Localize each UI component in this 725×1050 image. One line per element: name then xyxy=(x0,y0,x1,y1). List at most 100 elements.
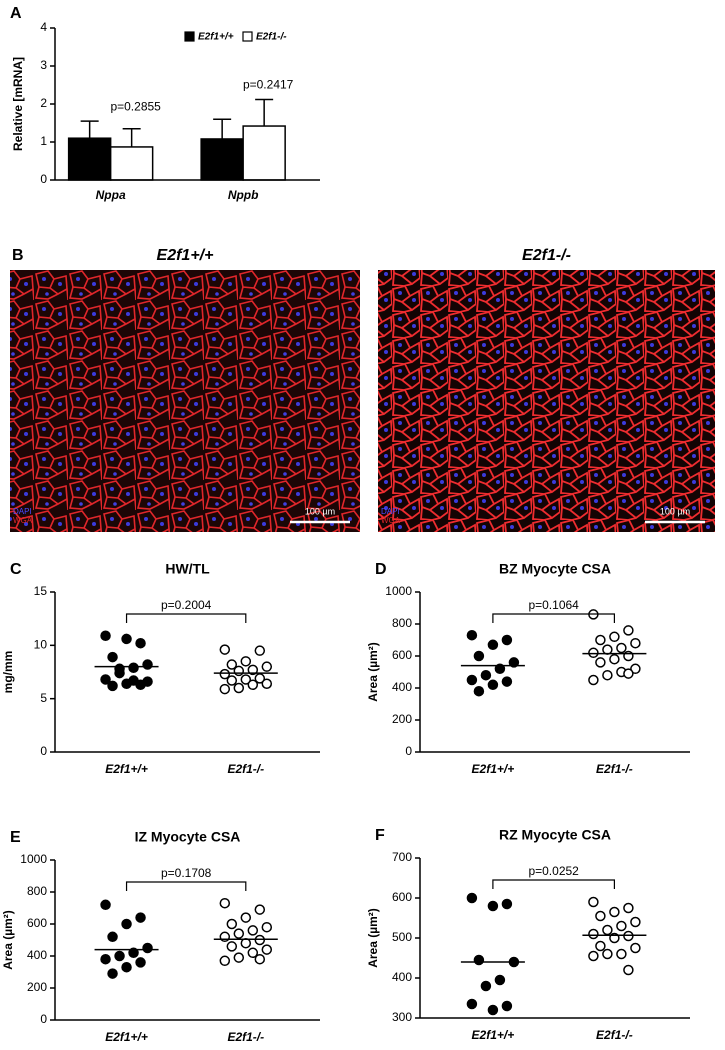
annotation: p=0.1064 xyxy=(528,598,579,612)
data-point xyxy=(128,947,139,959)
y-tick-label: 0 xyxy=(40,744,47,758)
y-tick-label: 200 xyxy=(27,980,47,994)
data-point xyxy=(501,676,513,687)
data-point xyxy=(233,928,245,939)
y-tick-label: 500 xyxy=(392,930,412,944)
image-label: E2f1-/- xyxy=(522,247,571,264)
micrograph xyxy=(10,270,360,532)
data-point xyxy=(466,892,478,904)
data-point xyxy=(219,955,231,967)
data-point xyxy=(480,980,492,992)
y-axis-label: mg/mm xyxy=(1,651,15,694)
x-tick-label: E2f1+/+ xyxy=(105,762,148,776)
annotation: p=0.2855 xyxy=(110,99,161,113)
x-tick-label: Nppb xyxy=(228,188,259,202)
data-point xyxy=(473,685,485,697)
data-point xyxy=(602,644,613,655)
data-point xyxy=(508,657,520,668)
data-point xyxy=(494,974,506,986)
y-tick-label: 0 xyxy=(405,744,412,758)
y-tick-label: 600 xyxy=(392,648,412,662)
y-tick-label: 800 xyxy=(27,884,47,898)
data-point xyxy=(226,659,238,670)
data-point xyxy=(247,947,259,959)
data-point xyxy=(254,645,266,656)
data-point xyxy=(602,948,613,960)
y-tick-label: 5 xyxy=(40,691,47,705)
data-point xyxy=(616,920,627,932)
data-point xyxy=(473,650,485,662)
data-point xyxy=(487,639,499,651)
data-point xyxy=(114,950,125,962)
data-point xyxy=(630,637,641,649)
data-point xyxy=(226,941,238,952)
bar xyxy=(109,146,154,181)
data-point xyxy=(623,964,634,976)
data-point xyxy=(226,675,238,686)
bar xyxy=(67,137,112,181)
significance-bracket xyxy=(492,879,615,889)
data-point xyxy=(254,673,266,684)
data-point xyxy=(247,925,259,936)
y-tick-label: 3 xyxy=(40,58,47,72)
data-point xyxy=(219,897,231,909)
scale-bar-label: 100 µm xyxy=(305,506,335,516)
legend-swatch xyxy=(184,31,195,42)
data-point xyxy=(588,950,599,962)
data-point xyxy=(466,998,478,1010)
annotation: p=0.2417 xyxy=(243,78,294,92)
y-tick-label: 1000 xyxy=(20,852,47,866)
y-axis-label: Area (µm²) xyxy=(366,908,380,968)
y-tick-label: 300 xyxy=(392,1010,412,1024)
y-axis-label: Area (µm²) xyxy=(366,642,380,702)
data-point xyxy=(114,663,125,675)
y-tick-label: 1 xyxy=(40,134,47,148)
data-point xyxy=(501,1000,513,1012)
data-point xyxy=(261,921,273,933)
data-point xyxy=(247,679,259,691)
x-tick-label: Nppa xyxy=(96,188,126,202)
data-point xyxy=(466,674,478,686)
data-point xyxy=(107,680,118,692)
chart-title: IZ Myocyte CSA xyxy=(135,829,241,845)
data-point xyxy=(107,651,118,663)
scale-bar-label: 100 µm xyxy=(660,506,690,516)
x-tick-label: E2f1-/- xyxy=(227,1030,264,1044)
x-tick-label: E2f1+/+ xyxy=(472,1028,515,1042)
y-tick-label: 400 xyxy=(392,680,412,694)
data-point xyxy=(100,630,111,641)
data-point xyxy=(487,679,499,691)
data-point xyxy=(240,674,252,685)
data-point xyxy=(240,912,252,923)
y-tick-label: 400 xyxy=(27,948,47,962)
data-point xyxy=(240,656,252,667)
data-point xyxy=(135,957,146,968)
bar xyxy=(200,138,244,181)
bar xyxy=(242,125,286,181)
data-point xyxy=(602,924,613,936)
y-tick-label: 700 xyxy=(392,850,412,864)
data-point xyxy=(602,669,613,681)
data-point xyxy=(254,904,266,915)
x-tick-label: E2f1-/- xyxy=(227,762,264,776)
data-point xyxy=(135,637,146,649)
data-point xyxy=(142,659,153,670)
data-point xyxy=(128,662,139,673)
significance-bracket xyxy=(125,613,247,623)
data-point xyxy=(480,669,492,681)
significance-bracket xyxy=(125,881,247,891)
y-tick-label: 600 xyxy=(392,890,412,904)
data-point xyxy=(219,683,231,695)
data-point xyxy=(254,934,266,946)
panel-letter: E xyxy=(10,829,21,846)
y-tick-label: 4 xyxy=(40,20,47,34)
y-tick-label: 200 xyxy=(392,712,412,726)
legend-label: E2f1-/- xyxy=(256,32,287,43)
data-point xyxy=(609,906,620,918)
data-point xyxy=(609,653,620,665)
data-point xyxy=(623,668,634,679)
data-point xyxy=(219,668,231,680)
data-point xyxy=(595,910,606,922)
panel-letter: A xyxy=(10,5,22,22)
data-point xyxy=(487,900,499,912)
